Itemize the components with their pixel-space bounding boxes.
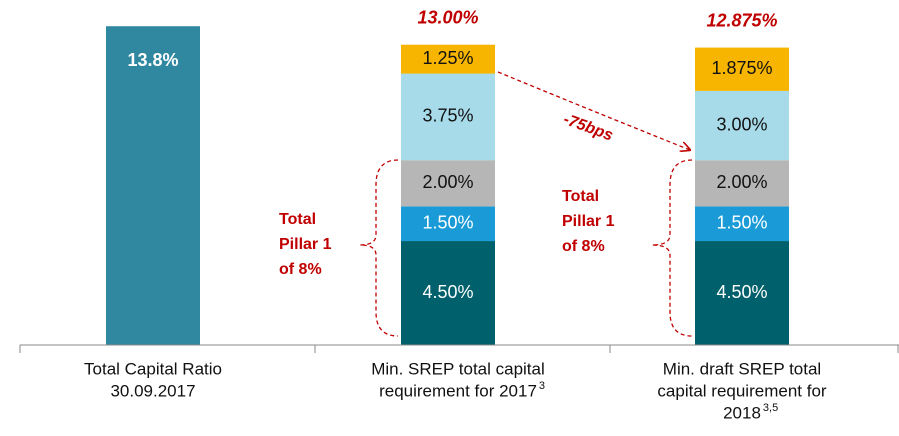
bar-segment — [106, 26, 200, 345]
bar-segment — [695, 47, 789, 91]
bracket — [651, 159, 693, 337]
annotation: -75bps — [561, 111, 615, 145]
value-label: 1.50% — [716, 212, 767, 232]
annotation: Pillar 1 — [562, 213, 615, 230]
annotation: Total — [279, 211, 316, 228]
x-tick-label: Min. draft SREP total — [663, 359, 821, 378]
x-tick-label: 2018 — [723, 403, 761, 422]
x-tick-label: Min. SREP total capital — [371, 359, 545, 378]
x-tick-label: capital requirement for — [657, 381, 826, 400]
total-label: 13.00% — [417, 7, 478, 27]
x-tick-label: Total Capital Ratio — [84, 359, 222, 378]
footnote: 3 — [539, 380, 545, 392]
value-label: 13.8% — [127, 50, 178, 70]
bar-segment — [401, 160, 495, 207]
bar-segment — [401, 44, 495, 74]
x-tick-label: requirement for 2017 — [379, 381, 537, 400]
value-label: 3.75% — [422, 106, 473, 126]
value-label: 1.50% — [422, 212, 473, 232]
total-label: 12.875% — [706, 10, 777, 30]
bar-segment — [695, 90, 789, 161]
bar-segment — [695, 206, 789, 242]
bar-segment — [401, 241, 495, 345]
x-tick-label: 30.09.2017 — [110, 381, 195, 400]
annotation: Total — [562, 188, 599, 205]
annotation: of 8% — [279, 261, 322, 278]
value-label: 1.875% — [711, 58, 772, 78]
bar-segment — [695, 160, 789, 207]
value-label: 4.50% — [422, 282, 473, 302]
value-label: 4.50% — [716, 282, 767, 302]
annotation: of 8% — [562, 238, 605, 255]
footnote: 3,5 — [763, 402, 778, 414]
bar-segment — [401, 206, 495, 242]
bracket — [359, 159, 399, 337]
bar-segment — [695, 241, 789, 345]
value-label: 1.25% — [422, 48, 473, 68]
value-label: 2.00% — [716, 172, 767, 192]
value-label: 2.00% — [422, 172, 473, 192]
annotation: Pillar 1 — [279, 236, 332, 253]
value-label: 3.00% — [716, 114, 767, 134]
arrow — [497, 71, 690, 150]
bar-segment — [401, 73, 495, 161]
